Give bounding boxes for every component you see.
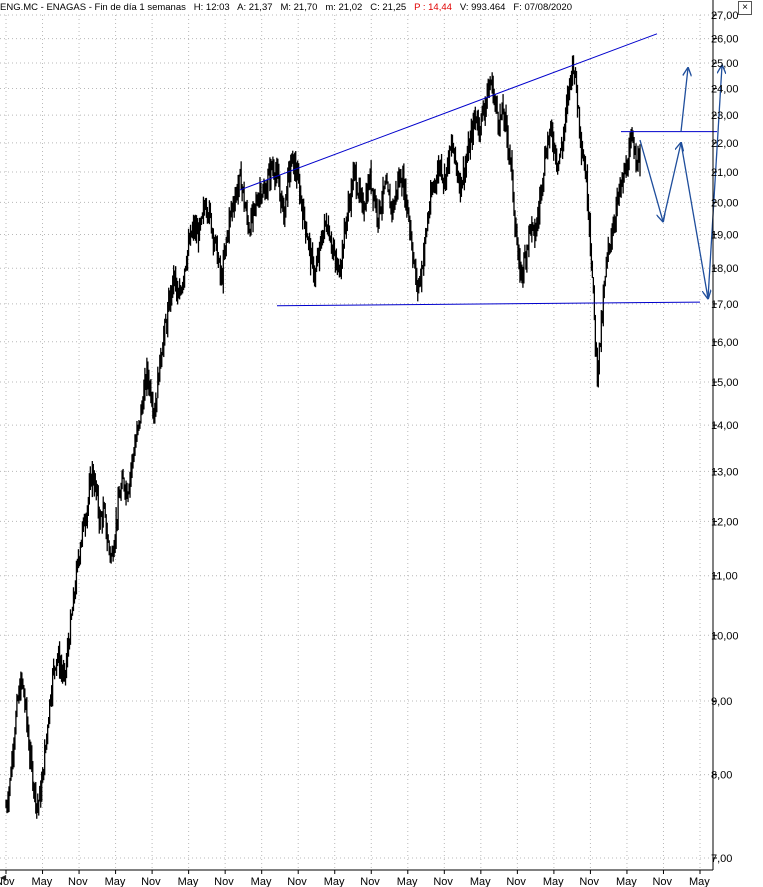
x-tick-label: Nov (214, 876, 234, 887)
y-tick-label: 17,00 (711, 299, 739, 311)
price-series (5, 55, 641, 819)
low-value: m: 21,02 (325, 2, 363, 13)
y-tick-label: 18,00 (711, 263, 739, 275)
close-chart-button[interactable]: × (738, 1, 752, 15)
y-tick-label: 19,00 (711, 229, 739, 241)
y-tick-label: 23,00 (711, 110, 739, 122)
projection-arrow (680, 68, 688, 132)
date-value: F: 07/08/2020 (513, 2, 573, 13)
x-tick-label: Nov (287, 876, 307, 887)
open-value: A: 21,37 (237, 2, 273, 13)
y-tick-label: 14,00 (711, 420, 739, 432)
x-tick-label: Nov (652, 876, 672, 887)
x-tick-label: May (689, 876, 710, 887)
x-tick-label: May (251, 876, 272, 887)
y-tick-label: 9,00 (711, 696, 732, 708)
x-tick-label: May (105, 876, 126, 887)
projection-arrows (639, 66, 722, 299)
percent-value: P : 14,44 (414, 2, 452, 13)
x-axis: Nov May Nov May Nov May Nov May Nov May Nov May Nov M… (0, 869, 713, 887)
y-tick-label: 12,00 (711, 516, 739, 528)
y-tick-label: 16,00 (711, 337, 739, 349)
y-tick-label: 11,00 (711, 571, 738, 583)
x-tick-label: Nov (0, 876, 15, 887)
volume-value: V: 993.464 (459, 2, 506, 13)
trendlines (239, 33, 717, 307)
x-tick-label: Nov (579, 876, 599, 887)
y-tick-label: 13,00 (711, 466, 739, 478)
y-tick-label: 15,00 (711, 377, 739, 389)
symbol-label: ENG.MC (0, 2, 38, 13)
y-tick-label: 26,00 (711, 34, 739, 46)
x-tick-label: Nov (433, 876, 453, 887)
y-tick-label: 10,00 (711, 630, 739, 642)
y-tick-label: 22,00 (711, 138, 739, 150)
x-tick-label: Nov (68, 876, 88, 887)
company-name: ENAGAS (46, 2, 87, 13)
chart-header: ENG.MC - ENAGAS - Fin de día 1 semanas H… (0, 0, 620, 16)
x-tick-label: May (178, 876, 199, 887)
chart-grid (0, 14, 713, 870)
x-tick-label: May (543, 876, 564, 887)
y-tick-label: 25,00 (711, 58, 739, 70)
y-tick-label: 21,00 (711, 167, 739, 179)
x-tick-label: Nov (360, 876, 380, 887)
x-tick-label: May (324, 876, 345, 887)
y-tick-label: 27,00 (711, 10, 739, 22)
x-tick-label: May (616, 876, 637, 887)
x-tick-label: Nov (141, 876, 161, 887)
y-tick-label: 20,00 (711, 197, 739, 209)
time-value: H: 12:03 (193, 2, 230, 13)
y-axis: 27,00 26,00 25,00 24,00 23,00 22,00 21,00 20,00… (711, 0, 739, 870)
high-value: M: 21,70 (280, 2, 318, 13)
scroll-left-icon[interactable]: ◀ (0, 873, 7, 882)
x-tick-label: May (32, 876, 53, 887)
y-tick-label: 7,00 (711, 853, 732, 865)
y-tick-label: 8,00 (711, 770, 732, 782)
x-tick-label: May (397, 876, 418, 887)
projection-arrow (707, 66, 722, 299)
x-tick-label: May (470, 876, 491, 887)
upper-trendline (239, 33, 658, 191)
projection-arrow (680, 142, 708, 299)
period-label: Fin de día 1 semanas (94, 2, 186, 13)
lower-trendline (276, 301, 701, 307)
x-tick-label: Nov (506, 876, 526, 887)
projection-arrow (662, 143, 681, 222)
close-value: C: 21,25 (370, 2, 407, 13)
projection-arrow (639, 139, 663, 221)
y-tick-label: 24,00 (711, 84, 739, 96)
